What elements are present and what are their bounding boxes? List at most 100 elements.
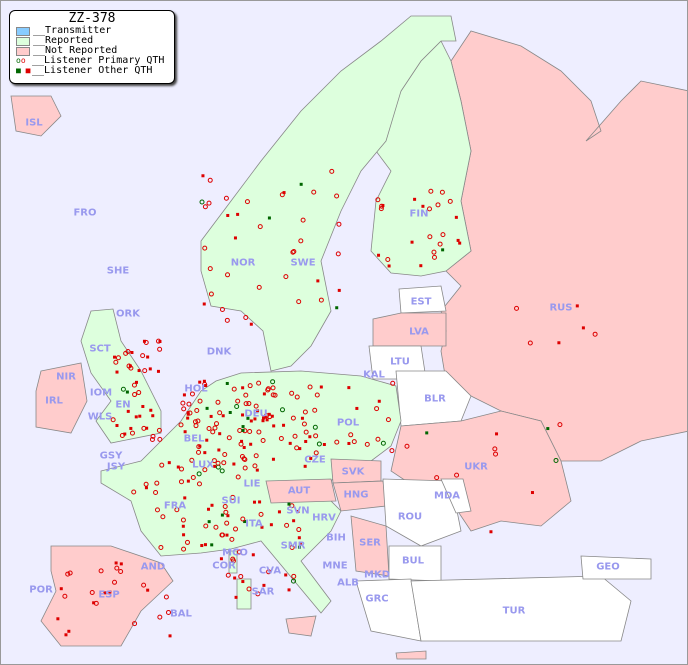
listener-other-qth <box>213 464 217 468</box>
country-label-eng: EN <box>115 399 131 411</box>
listener-primary-qth <box>292 433 298 439</box>
listener-primary-qth <box>279 407 285 413</box>
listener-primary-qth <box>256 284 262 290</box>
listener-other-qth <box>225 381 229 385</box>
listener-other-qth <box>186 412 190 416</box>
country-scan <box>200 15 457 372</box>
listener-primary-qth <box>206 425 212 431</box>
listener-other-qth <box>138 414 142 418</box>
listener-primary-qth <box>235 398 241 404</box>
country-label-mne: MNE <box>322 560 348 572</box>
listener-other-qth <box>287 588 291 592</box>
listener-other-qth <box>269 523 273 527</box>
listener-primary-qth <box>189 391 195 397</box>
listener-primary-qth <box>190 474 196 480</box>
listener-other-qth <box>256 409 260 413</box>
listener-primary-qth <box>208 291 214 297</box>
country-label-lux: LUX <box>192 459 214 471</box>
listener-primary-qth <box>334 193 340 199</box>
listener-primary-qth <box>192 419 198 425</box>
listener-primary-qth <box>89 589 95 595</box>
listener-primary-qth <box>278 436 284 442</box>
listener-primary-qth <box>314 392 320 398</box>
country-rou <box>382 478 462 547</box>
listener-other-qth <box>251 553 255 557</box>
listener-other-qth <box>202 379 206 383</box>
listener-primary-qth <box>217 410 223 416</box>
listener-primary-qth <box>157 614 163 620</box>
listener-primary-qth <box>553 457 559 463</box>
listener-primary-qth <box>154 480 160 486</box>
listener-other-qth <box>220 513 224 517</box>
listener-other-qth <box>298 447 302 451</box>
country-grc <box>355 578 422 642</box>
listener-primary-qth <box>129 430 135 436</box>
listener-primary-qth <box>149 436 155 442</box>
listener-primary-qth <box>123 350 129 356</box>
listener-other-qth <box>241 413 245 417</box>
country-label-srb: SER <box>359 537 381 549</box>
listener-primary-qth <box>143 481 149 487</box>
listener-other-qth <box>148 367 152 371</box>
listener-primary-qth <box>291 578 297 584</box>
listener-primary-qth <box>141 582 147 588</box>
listener-primary-qth <box>181 406 187 412</box>
not-reported-swatch <box>16 46 30 56</box>
listener-other-qth <box>64 633 68 637</box>
listener-other-qth <box>92 601 96 605</box>
listener-other-qth <box>267 216 271 220</box>
listener-primary-qth <box>267 414 273 420</box>
listener-primary-qth <box>202 245 208 251</box>
listener-primary-qth <box>236 549 242 555</box>
listener-other-qth <box>186 416 190 420</box>
listener-other-qth <box>119 562 123 566</box>
listener-other-qth <box>67 629 71 633</box>
listener-other-qth <box>176 465 180 469</box>
country-label-est: EST <box>410 296 432 308</box>
listener-primary-qth <box>196 481 202 487</box>
listener-other-qth <box>144 486 148 490</box>
listener-primary-qth <box>301 421 307 427</box>
listener-other-qth <box>240 439 244 443</box>
listener-primary-qth <box>247 428 253 434</box>
listener-other-qth <box>182 393 186 397</box>
listener-primary-qth <box>244 199 250 205</box>
listener-primary-qth <box>219 468 225 474</box>
listener-other-qth <box>241 425 245 429</box>
listener-other-qth <box>113 355 117 359</box>
listener-primary-qth <box>298 238 304 244</box>
listener-other-qth <box>141 404 145 408</box>
country-label-mkd: MKD <box>363 569 391 581</box>
listener-other-qth <box>219 557 223 561</box>
listener-other-qth <box>249 442 253 446</box>
listener-primary-qth <box>252 463 258 469</box>
listener-other-qth <box>226 514 230 518</box>
country-label-iom: IOM <box>89 387 113 399</box>
country-label-deu: DEU <box>244 408 268 420</box>
listener-primary-qth <box>196 449 202 455</box>
country-label-swe: SWE <box>290 257 316 269</box>
listener-primary-qth <box>242 465 248 471</box>
country-label-ltu: LTU <box>390 356 410 368</box>
listener-primary-qth <box>313 433 319 439</box>
listener-primary-qth <box>256 380 262 386</box>
listener-primary-qth <box>428 188 434 194</box>
listener-primary-qth <box>270 379 276 385</box>
other-qth-icon: ■ ■ <box>16 66 31 75</box>
listener-other-qth <box>441 248 445 252</box>
listener-other-qth <box>581 326 585 330</box>
listener-other-qth <box>115 424 119 428</box>
listener-primary-qth <box>165 609 171 615</box>
listener-primary-qth <box>114 565 120 571</box>
listener-primary-qth <box>98 568 104 574</box>
listener-primary-qth <box>178 479 184 485</box>
listener-primary-qth <box>364 441 370 447</box>
listener-other-qth <box>207 520 211 524</box>
country-ibe <box>40 545 174 647</box>
country-label-gsy: GSY <box>99 450 123 462</box>
listener-primary-qth <box>206 200 212 206</box>
listener-primary-qth <box>514 305 520 311</box>
listener-primary-qth <box>178 422 184 428</box>
listener-other-qth <box>258 500 262 504</box>
country-label-blr: BLR <box>424 393 446 405</box>
